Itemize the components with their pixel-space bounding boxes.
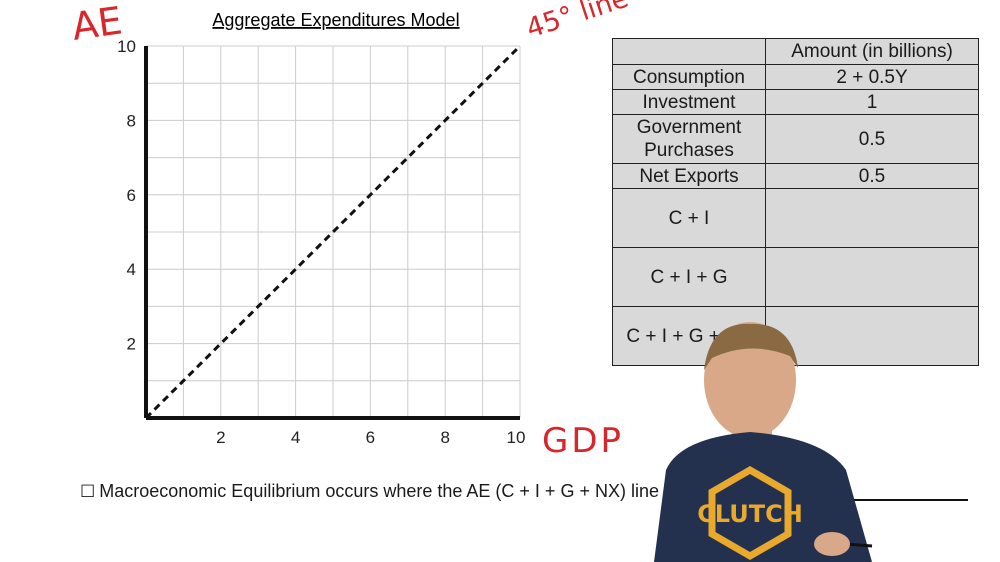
row-value: 0.5	[765, 163, 979, 189]
axes	[144, 46, 520, 420]
row-value: 1	[765, 89, 979, 115]
note-text: Macroeconomic Equilibrium occurs where t…	[99, 481, 659, 501]
row-label: Net Exports	[612, 163, 766, 189]
y-tick-label: 6	[127, 186, 136, 205]
series-line-45-degree	[144, 44, 522, 420]
row-label: Consumption	[612, 64, 766, 90]
x-tick-label: 10	[507, 428, 526, 447]
x-tick-label: 8	[440, 428, 449, 447]
presenter-figure: CLUTCH	[654, 322, 873, 562]
y-tick-label: 10	[117, 37, 136, 56]
table-header-blank	[612, 38, 766, 65]
x-tick-label: 6	[366, 428, 375, 447]
row-label: C + I + G	[612, 247, 766, 307]
row-value: 0.5	[765, 114, 979, 164]
row-label: Investment	[612, 89, 766, 115]
y-tick-label: 4	[127, 260, 136, 279]
x-tick-label: 4	[291, 428, 300, 447]
answer-blank-line	[852, 499, 968, 501]
amounts-table: Amount (in billions) Consumption 2 + 0.5…	[612, 38, 979, 366]
row-value	[765, 247, 979, 307]
table-header-amount: Amount (in billions)	[765, 38, 979, 65]
y-axis-label: AE	[69, 0, 125, 49]
y-tick-label: 2	[127, 335, 136, 354]
table-row: Consumption 2 + 0.5Y	[612, 64, 979, 90]
x-axis-label: GDP	[542, 421, 624, 461]
row-value: 2 + 0.5Y	[765, 64, 979, 90]
row-value	[765, 306, 979, 366]
row-label: C + I	[612, 188, 766, 248]
chart-title: Aggregate Expenditures Model	[212, 10, 459, 30]
table-row: Investment 1	[612, 89, 979, 115]
grid	[146, 45, 521, 418]
y-tick-label: 8	[127, 111, 136, 130]
row-value	[765, 188, 979, 248]
row-label: Government Purchases	[612, 114, 766, 164]
x-tick-label: 2	[216, 428, 225, 447]
shirt-logo-text: CLUTCH	[697, 500, 803, 528]
table-row: C + I	[612, 188, 979, 248]
table-row: Government Purchases 0.5	[612, 114, 979, 164]
tick-labels: 2 4 6 8 10 2 4 6 8 10	[117, 37, 525, 447]
table-row: Net Exports 0.5	[612, 163, 979, 189]
equilibrium-note: ☐ Macroeconomic Equilibrium occurs where …	[80, 481, 659, 502]
table-row: C + I + G	[612, 247, 979, 307]
series-layer	[144, 44, 522, 420]
checkbox-icon[interactable]: ☐	[80, 482, 96, 501]
